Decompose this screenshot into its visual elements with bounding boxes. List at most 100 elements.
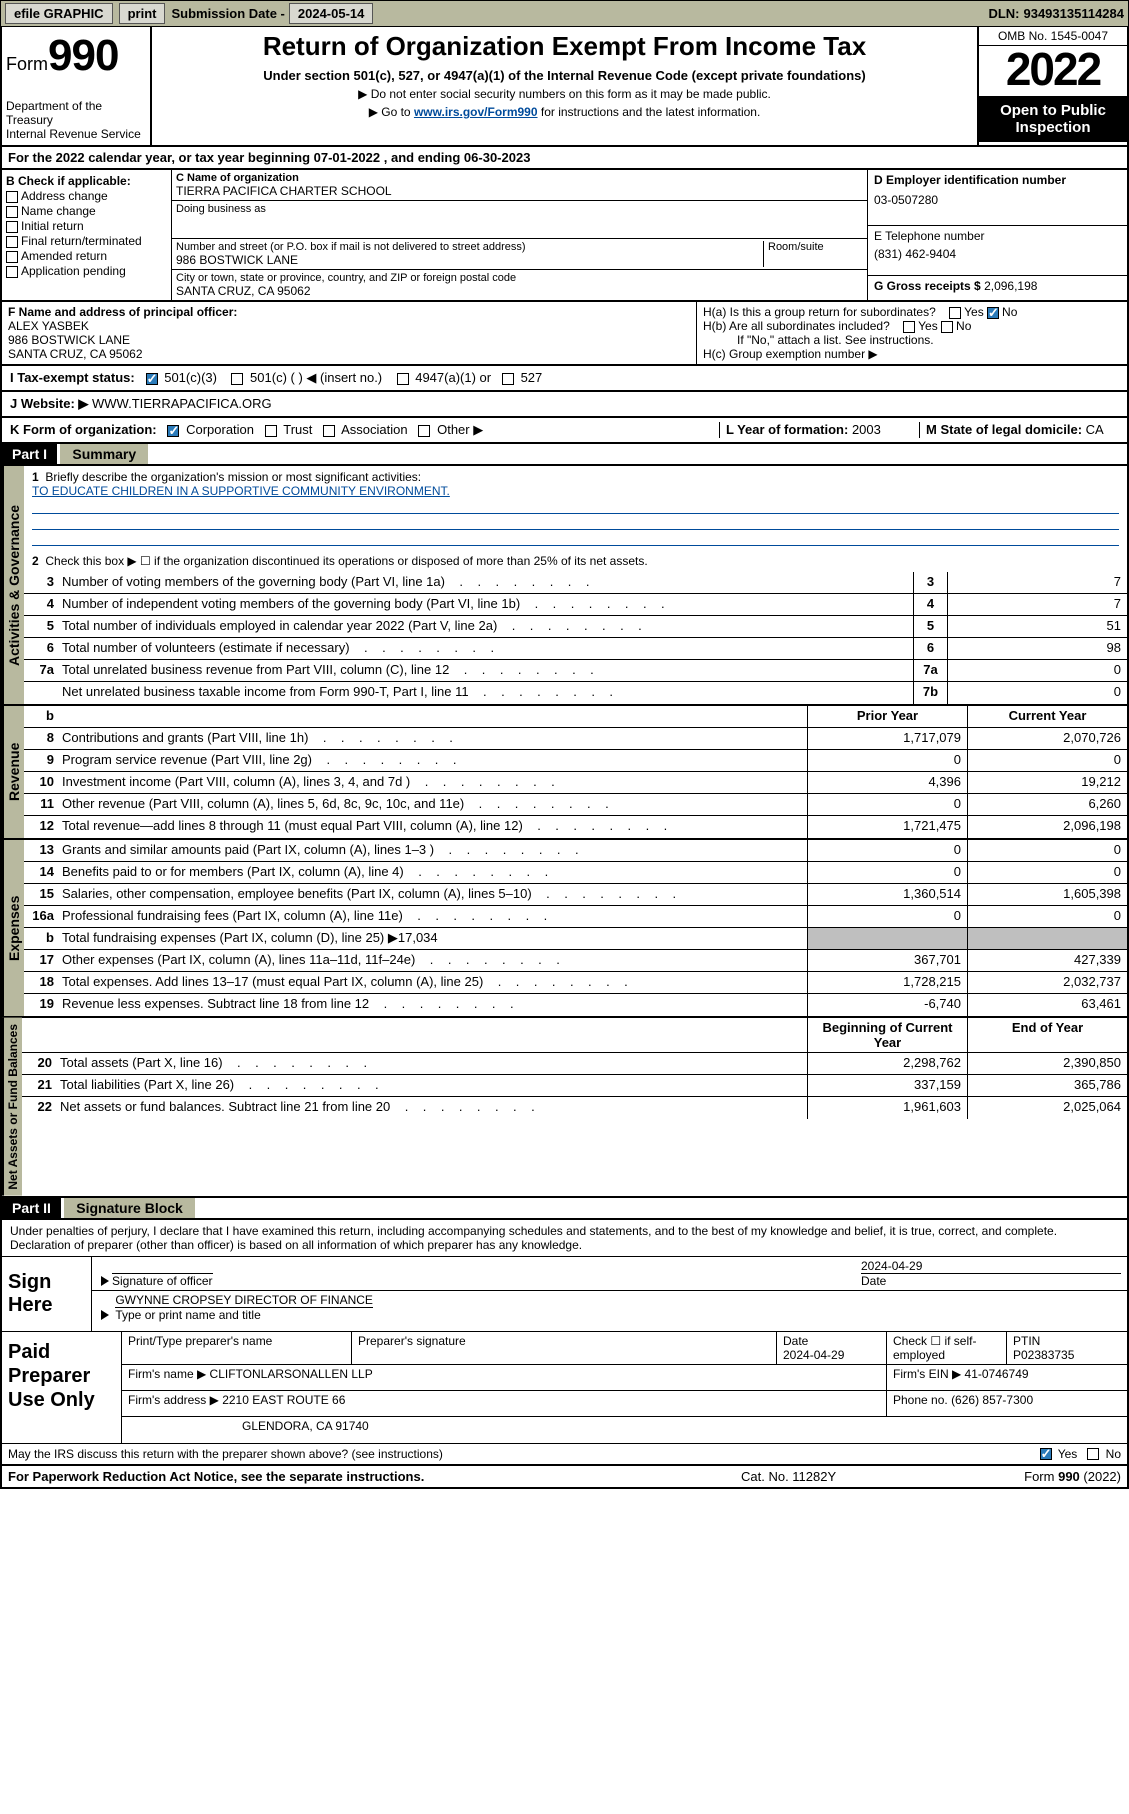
gross-lbl: G Gross receipts $ — [874, 279, 984, 293]
form-subtitle: Under section 501(c), 527, or 4947(a)(1)… — [160, 68, 969, 83]
k-assoc[interactable] — [323, 425, 335, 437]
i-527[interactable] — [502, 373, 514, 385]
chk-address[interactable] — [6, 191, 18, 203]
sig-date-lbl: Date — [861, 1273, 1121, 1288]
page-footer: For Paperwork Reduction Act Notice, see … — [0, 1466, 1129, 1489]
footer-right: Form 990 (2022) — [941, 1469, 1121, 1484]
gov-line: 3Number of voting members of the governi… — [24, 572, 1127, 594]
no: No — [1106, 1447, 1121, 1461]
b-label: B Check if applicable: — [6, 174, 167, 188]
efile-button[interactable]: efile GRAPHIC — [5, 3, 113, 24]
footer-left: For Paperwork Reduction Act Notice, see … — [8, 1469, 741, 1484]
officer-print: GWYNNE CROPSEY DIRECTOR OF FINANCE — [115, 1293, 373, 1307]
sig-date: 2024-04-29 — [861, 1259, 1121, 1273]
rev-line: 8Contributions and grants (Part VIII, li… — [24, 728, 1127, 750]
chk-pending[interactable] — [6, 266, 18, 278]
officer-addr2: SANTA CRUZ, CA 95062 — [8, 347, 690, 361]
name-address-block: B Check if applicable: Address change Na… — [0, 170, 1129, 302]
rev-line: 10Investment income (Part VIII, column (… — [24, 772, 1127, 794]
chk-amended[interactable] — [6, 251, 18, 263]
signature-block: Under penalties of perjury, I declare th… — [0, 1220, 1129, 1466]
b-name: Name change — [21, 204, 96, 218]
ptin-val: P02383735 — [1013, 1348, 1074, 1362]
exp-line: 14Benefits paid to or for members (Part … — [24, 862, 1127, 884]
i-o3: 527 — [521, 370, 543, 385]
i-o2: 4947(a)(1) or — [415, 370, 491, 385]
fn-val: CLIFTONLARSONALLEN LLP — [210, 1367, 373, 1381]
k-other[interactable] — [418, 425, 430, 437]
klm-row: K Form of organization: Corporation Trus… — [0, 418, 1129, 444]
room-lbl: Room/suite — [768, 241, 863, 253]
website-val: WWW.TIERRAPACIFICA.ORG — [92, 396, 272, 411]
tax-year: 2022 — [979, 46, 1127, 96]
hdr-prior: Prior Year — [807, 706, 967, 727]
org-city: SANTA CRUZ, CA 95062 — [176, 284, 863, 298]
exp-line: 16aProfessional fundraising fees (Part I… — [24, 906, 1127, 928]
check-applicable: B Check if applicable: Address change Na… — [2, 170, 172, 300]
open-inspection: Open to Public Inspection — [979, 96, 1127, 142]
i-lbl: I Tax-exempt status: — [10, 370, 135, 385]
arrow-icon — [101, 1276, 109, 1286]
l-val: 2003 — [852, 422, 881, 437]
tab-net: Net Assets or Fund Balances — [2, 1018, 22, 1196]
a-begin: 07-01-2022 — [314, 150, 381, 165]
org-name: TIERRA PACIFICA CHARTER SCHOOL — [176, 184, 863, 198]
q1: Briefly describe the organization's miss… — [45, 470, 421, 484]
discuss-lbl: May the IRS discuss this return with the… — [8, 1447, 443, 1461]
dba-lbl: Doing business as — [176, 203, 863, 215]
i-4947[interactable] — [397, 373, 409, 385]
a-mid: , and ending — [384, 150, 464, 165]
part2-label: Signature Block — [64, 1198, 195, 1218]
print-button[interactable]: print — [119, 3, 166, 24]
chk-final[interactable] — [6, 236, 18, 248]
city-lbl: City or town, state or province, country… — [176, 272, 863, 284]
note-link: ▶ Go to www.irs.gov/Form990 for instruct… — [160, 105, 969, 119]
ha-no[interactable] — [987, 307, 999, 319]
chk-name[interactable] — [6, 206, 18, 218]
phone-lbl: E Telephone number — [874, 229, 1121, 243]
fa-lbl: Firm's address ▶ — [128, 1393, 222, 1407]
chk-initial[interactable] — [6, 221, 18, 233]
gov-line: 6Total number of volunteers (estimate if… — [24, 638, 1127, 660]
part2-bar: Part II — [2, 1198, 61, 1218]
form-header: Form990 Department of the Treasury Inter… — [0, 27, 1129, 147]
tab-revenue: Revenue — [2, 706, 24, 838]
note-ssn: ▶ Do not enter social security numbers o… — [160, 87, 969, 101]
i-501c3[interactable] — [146, 373, 158, 385]
k-o3: Other ▶ — [437, 422, 483, 437]
fein-val: 41-0746749 — [965, 1367, 1029, 1381]
exp-line: 19Revenue less expenses. Subtract line 1… — [24, 994, 1127, 1016]
k-lbl: K Form of organization: — [10, 422, 157, 437]
form-title: Return of Organization Exempt From Incom… — [160, 31, 969, 62]
k-trust[interactable] — [265, 425, 277, 437]
mission-text[interactable]: TO EDUCATE CHILDREN IN A SUPPORTIVE COMM… — [32, 484, 450, 498]
discuss-no[interactable] — [1087, 1448, 1099, 1460]
hb-yes[interactable] — [903, 321, 915, 333]
f-lbl: F Name and address of principal officer: — [8, 305, 690, 319]
a-end: 06-30-2023 — [464, 150, 531, 165]
exp-line: 15Salaries, other compensation, employee… — [24, 884, 1127, 906]
hb-note: If "No," attach a list. See instructions… — [703, 333, 1121, 347]
ha-yes[interactable] — [949, 307, 961, 319]
paid-preparer: Paid Preparer Use Only — [2, 1332, 122, 1443]
officer-name: ALEX YASBEK — [8, 319, 690, 333]
dln-value: 93493135114284 — [1023, 6, 1124, 21]
m-lbl: M State of legal domicile: — [926, 422, 1086, 437]
irs-link[interactable]: www.irs.gov/Form990 — [414, 105, 538, 119]
form-label: Form — [6, 54, 48, 74]
officer-block: F Name and address of principal officer:… — [0, 302, 1129, 366]
sig-declaration: Under penalties of perjury, I declare th… — [2, 1220, 1127, 1256]
k-corp[interactable] — [167, 425, 179, 437]
part2-header: Part II Signature Block — [0, 1198, 1129, 1220]
i-501c[interactable] — [231, 373, 243, 385]
org-addr: 986 BOSTWICK LANE — [176, 253, 763, 267]
net-section: Net Assets or Fund Balances Beginning of… — [0, 1018, 1129, 1198]
website-row: J Website: ▶ WWW.TIERRAPACIFICA.ORG — [0, 392, 1129, 418]
k-o1: Trust — [283, 422, 312, 437]
hb-no[interactable] — [941, 321, 953, 333]
ph-val: (626) 857-7300 — [951, 1393, 1033, 1407]
arrow-icon-2 — [101, 1310, 109, 1320]
rev-line: 9Program service revenue (Part VIII, lin… — [24, 750, 1127, 772]
discuss-yes[interactable] — [1040, 1448, 1052, 1460]
fein-lbl: Firm's EIN ▶ — [893, 1367, 965, 1381]
